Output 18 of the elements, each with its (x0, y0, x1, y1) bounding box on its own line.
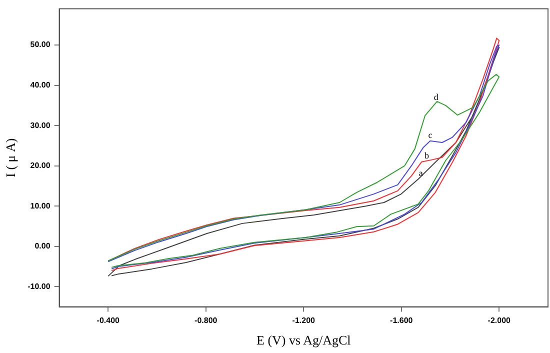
y-tick-label: -10.00 (28, 282, 51, 291)
annotation: d (434, 92, 439, 102)
annotation: b (424, 150, 430, 161)
y-tick-label: 0.00 (34, 242, 51, 251)
annotation: c (428, 130, 432, 140)
y-tick-label: 50.00 (30, 40, 51, 50)
x-axis-title: E (V) vs Ag/AgCl (256, 332, 352, 348)
x-tick-label: -0.800 (194, 316, 218, 325)
y-tick-label: 10.00 (30, 201, 51, 210)
x-tick-label: -1.200 (292, 316, 316, 325)
x-tick-label: -2.000 (488, 316, 512, 325)
y-tick-label: 30.00 (30, 120, 51, 130)
x-tick-label: -1.600 (390, 316, 414, 325)
x-tick-label: -0.400 (96, 316, 120, 325)
y-axis-title: I ( μ A) (3, 138, 18, 178)
annotation: a (418, 168, 423, 178)
y-tick-label: 40.00 (30, 80, 51, 90)
y-tick-label: 20.00 (30, 161, 51, 170)
